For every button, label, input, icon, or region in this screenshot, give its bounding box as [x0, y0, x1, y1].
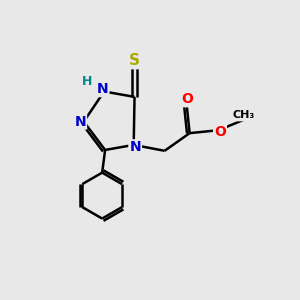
- Text: O: O: [181, 92, 193, 106]
- Text: O: O: [214, 125, 226, 139]
- Text: N: N: [129, 140, 141, 154]
- Text: N: N: [97, 82, 108, 96]
- Text: N: N: [74, 115, 86, 129]
- Text: CH₃: CH₃: [233, 110, 255, 121]
- Text: H: H: [82, 75, 92, 88]
- Text: S: S: [129, 53, 140, 68]
